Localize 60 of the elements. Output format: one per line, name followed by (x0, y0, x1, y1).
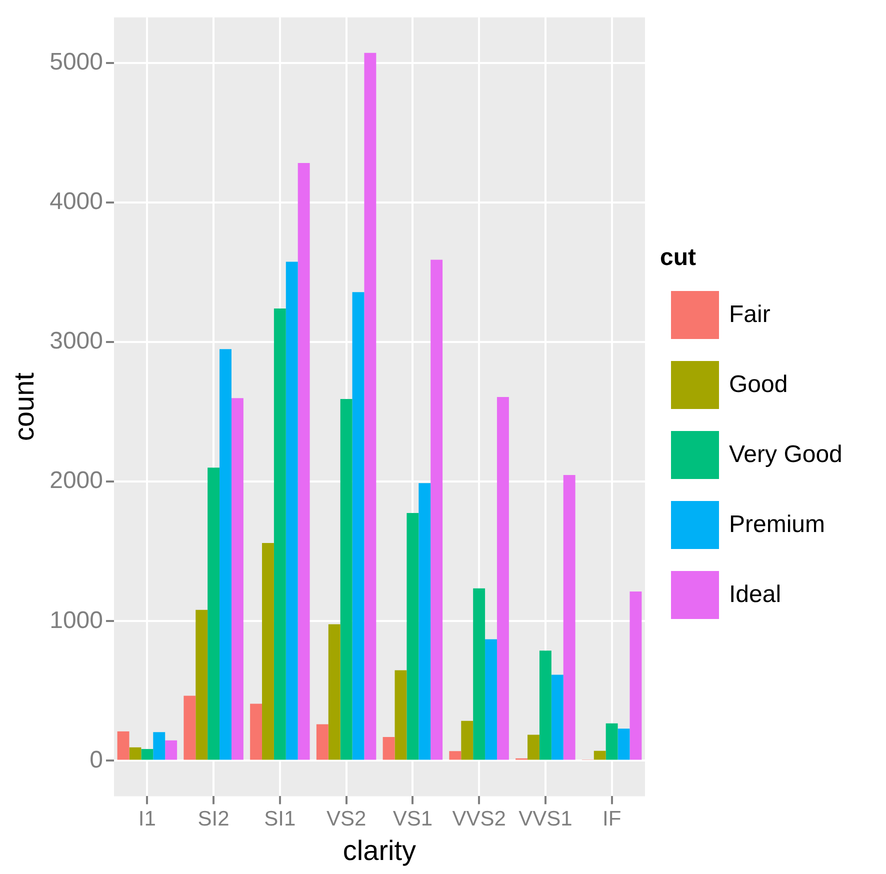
bar (496, 396, 509, 760)
bar (394, 670, 407, 760)
bar (594, 750, 606, 760)
x-tick-label: IF (602, 808, 622, 831)
bar (528, 734, 540, 760)
bar (618, 728, 630, 760)
bar (165, 740, 178, 760)
bar (153, 732, 166, 760)
bar (286, 262, 298, 760)
y-tick-label: 0 (90, 746, 103, 774)
bar (449, 751, 462, 760)
legend-label: Premium (729, 511, 826, 539)
bar (606, 723, 618, 760)
y-tick-label: 1000 (50, 606, 103, 634)
bar (129, 747, 142, 760)
bar (184, 696, 196, 760)
x-axis-title: clarity (342, 834, 416, 866)
bar (298, 163, 310, 760)
y-axis-title: count (8, 372, 40, 442)
bar (231, 398, 244, 760)
bar (208, 468, 220, 760)
y-tick-label: 3000 (50, 328, 103, 355)
bar (250, 704, 262, 760)
bar (274, 308, 286, 760)
x-tick-label: I1 (138, 808, 156, 831)
x-tick-label: VS2 (326, 808, 366, 831)
bar (364, 52, 376, 760)
legend-label: Good (729, 371, 788, 399)
bar (340, 399, 352, 760)
bar (382, 737, 395, 760)
x-tick-label: SI2 (198, 808, 230, 831)
bar (352, 292, 364, 760)
bar (141, 749, 154, 760)
bar (485, 639, 497, 760)
bar (551, 674, 564, 760)
legend-label: Very Good (729, 441, 842, 469)
bar (461, 720, 474, 760)
y-tick-label: 5000 (50, 48, 103, 76)
bar (430, 260, 443, 760)
bar (563, 474, 576, 760)
y-tick-label: 4000 (50, 188, 103, 215)
bar (117, 731, 130, 760)
bar (220, 349, 232, 760)
x-tick-label: VS1 (392, 808, 433, 831)
bar (406, 512, 419, 760)
x-tick-label: VVS2 (452, 808, 506, 831)
bar (328, 624, 340, 760)
bar (262, 542, 274, 760)
bar (418, 483, 431, 760)
x-tick-label: SI1 (264, 808, 296, 831)
bar (473, 588, 486, 760)
x-tick-label: VVS1 (518, 808, 572, 831)
legend-title: cut (660, 244, 697, 272)
bar (630, 592, 642, 760)
bar (539, 650, 552, 760)
legend-label: Fair (729, 301, 770, 329)
legend-label: Ideal (729, 581, 782, 609)
y-tick-label: 2000 (50, 467, 103, 494)
bar (316, 724, 328, 760)
bar (196, 610, 208, 760)
